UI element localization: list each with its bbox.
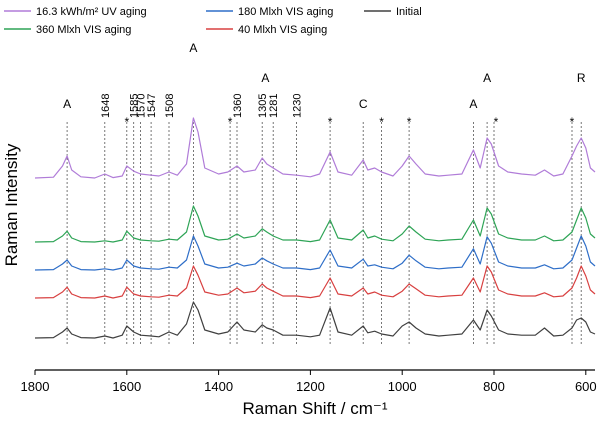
annotation-20: * xyxy=(494,115,499,129)
x-tick-label-6: 600 xyxy=(575,379,597,394)
legend-item-180: 180 Mlxh VIS aging xyxy=(206,6,333,18)
series-line-3 xyxy=(34,265,596,299)
annotation-7: A xyxy=(189,41,197,55)
legend-item-40: 40 Mlxh VIS aging xyxy=(206,24,327,36)
x-tick-label-2: 1400 xyxy=(204,379,233,394)
legend-label-initial: Initial xyxy=(396,6,422,18)
guide-lines xyxy=(66,122,582,345)
annotation-13: 1230 xyxy=(292,94,304,118)
legend-item-360: 360 Mlxh VIS aging xyxy=(4,24,131,36)
annotation-8: * xyxy=(228,115,233,129)
x-tick-label-0: 1800 xyxy=(21,379,50,394)
legend-label-uv: 16.3 kWh/m² UV aging xyxy=(36,6,147,18)
annotation-0: A xyxy=(63,97,71,111)
legend-label-360: 360 Mlxh VIS aging xyxy=(36,24,131,36)
legend-label-180: 180 Mlxh VIS aging xyxy=(238,6,333,18)
x-axis-ticks: 1800 1600 1400 1200 1000 800 600 xyxy=(21,370,597,394)
x-tick-label-4: 1000 xyxy=(388,379,417,394)
annotation-19: A xyxy=(483,71,491,85)
annotation-16: * xyxy=(379,115,384,129)
legend-label-40: 40 Mlxh VIS aging xyxy=(238,24,327,36)
series-line-2 xyxy=(34,235,596,271)
annotation-14: * xyxy=(328,115,333,129)
x-axis-title: Raman Shift / cm⁻¹ xyxy=(242,399,387,418)
series-line-4 xyxy=(34,301,596,339)
annotation-11: A xyxy=(261,71,269,85)
legend: 16.3 kWh/m² UV aging 180 Mlxh VIS aging … xyxy=(4,6,422,36)
annotation-15: C xyxy=(359,97,368,111)
annotation-9: 1360 xyxy=(232,94,244,118)
x-tick-label-3: 1200 xyxy=(296,379,325,394)
legend-item-initial: Initial xyxy=(364,6,422,18)
annotation-4: 1570 xyxy=(136,94,148,118)
legend-item-uv: 16.3 kWh/m² UV aging xyxy=(4,6,147,18)
y-axis-title: Raman Intensity xyxy=(2,143,21,266)
annotation-2: * xyxy=(124,115,129,129)
spectra xyxy=(34,117,596,339)
annotation-21: * xyxy=(570,115,575,129)
annotation-18: A xyxy=(469,97,477,111)
x-tick-label-1: 1600 xyxy=(112,379,141,394)
annotation-10: 1305 xyxy=(257,94,269,118)
annotation-5: 1547 xyxy=(146,94,158,118)
annotation-12: 1281 xyxy=(268,94,280,118)
annotation-17: * xyxy=(407,115,412,129)
series-line-0 xyxy=(34,117,596,179)
annotation-6: 1508 xyxy=(164,94,176,118)
series-line-1 xyxy=(34,205,596,243)
annotation-1: 1648 xyxy=(100,94,112,118)
x-tick-label-5: 800 xyxy=(483,379,505,394)
annotation-22: R xyxy=(577,71,586,85)
annotation-3: 1585 xyxy=(129,94,141,118)
